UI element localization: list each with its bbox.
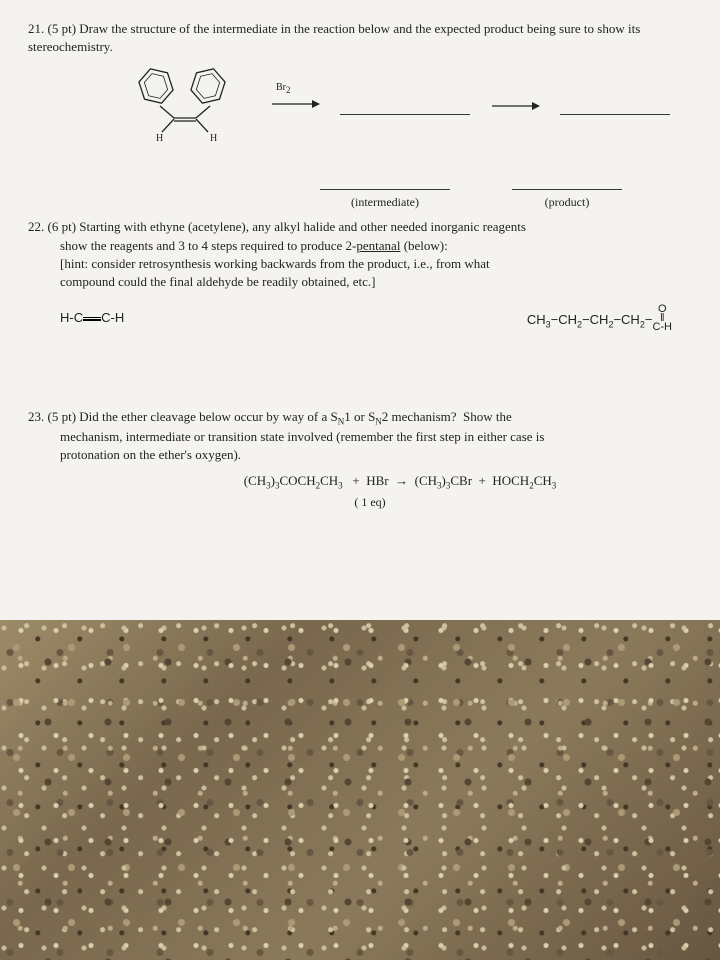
pentanal-chain: CH3−CH2−CH2−CH2− xyxy=(527,311,653,331)
q23-eq-note: ( 1 eq) xyxy=(28,494,692,511)
q23-line3: protonation on the ether's oxygen). xyxy=(60,447,241,462)
br2-label: Br2 xyxy=(276,81,291,97)
q22-points: (6 pt) xyxy=(48,219,77,234)
q23-points: (5 pt) xyxy=(48,409,77,424)
q23-line2: mechanism, intermediate or transition st… xyxy=(60,429,544,444)
carbonyl-group: O‖C-H xyxy=(652,305,672,331)
h-atom-left: H xyxy=(156,132,163,146)
q21-reaction-diagram: H H Br2 xyxy=(60,66,692,146)
q22-formulas: H-CC-H CH3−CH2−CH2−CH2−O‖C-H xyxy=(28,299,692,337)
q21-points: (5 pt) xyxy=(48,21,77,36)
question-23: 23. (5 pt) Did the ether cleavage below … xyxy=(28,408,692,512)
carpet-background xyxy=(0,620,720,960)
ethyne-formula: H-CC-H xyxy=(60,309,124,327)
h-atom-right: H xyxy=(210,132,217,146)
q22-line3: [hint: consider retrosynthesis working b… xyxy=(60,256,490,271)
q22-line1: Starting with ethyne (acetylene), any al… xyxy=(79,219,526,234)
q22-prompt: 22. (6 pt) Starting with ethyne (acetyle… xyxy=(28,218,692,291)
reaction-arrow-icon xyxy=(270,95,320,113)
question-22: 22. (6 pt) Starting with ethyne (acetyle… xyxy=(28,218,692,337)
intermediate-label: (intermediate) xyxy=(351,194,419,211)
product-blank-top xyxy=(560,97,670,115)
reaction-arrow-2-icon xyxy=(490,97,540,115)
q23-prompt: 23. (5 pt) Did the ether cleavage below … xyxy=(28,408,692,465)
q21-number: 21. xyxy=(28,21,44,36)
question-21: 21. (5 pt) Draw the structure of the int… xyxy=(28,20,692,190)
q22-line2: show the reagents and 3 to 4 steps requi… xyxy=(60,238,448,253)
reagent-arrow-1: Br2 xyxy=(270,95,320,118)
q22-line4: compound could the final aldehyde be rea… xyxy=(60,274,376,289)
intermediate-blank xyxy=(340,97,470,115)
q21-prompt: 21. (5 pt) Draw the structure of the int… xyxy=(28,20,692,56)
diphenylethylene-structure: H H xyxy=(120,66,250,146)
q23-equation: (CH3)3COCH2CH3 + HBr → (CH3)3CBr + HOCH2… xyxy=(28,472,692,492)
product-label: (product) xyxy=(545,194,590,211)
product-label-line: (product) xyxy=(512,172,622,190)
q22-number: 22. xyxy=(28,219,44,234)
intermediate-label-line: (intermediate) xyxy=(320,172,450,190)
q23-line1: Did the ether cleavage below occur by wa… xyxy=(79,409,512,424)
exam-paper: 21. (5 pt) Draw the structure of the int… xyxy=(0,0,720,620)
pentanal-formula: CH3−CH2−CH2−CH2−O‖C-H xyxy=(527,305,672,331)
q23-number: 23. xyxy=(28,409,44,424)
q21-text: Draw the structure of the intermediate i… xyxy=(28,21,640,54)
triple-bond-icon xyxy=(83,317,101,321)
